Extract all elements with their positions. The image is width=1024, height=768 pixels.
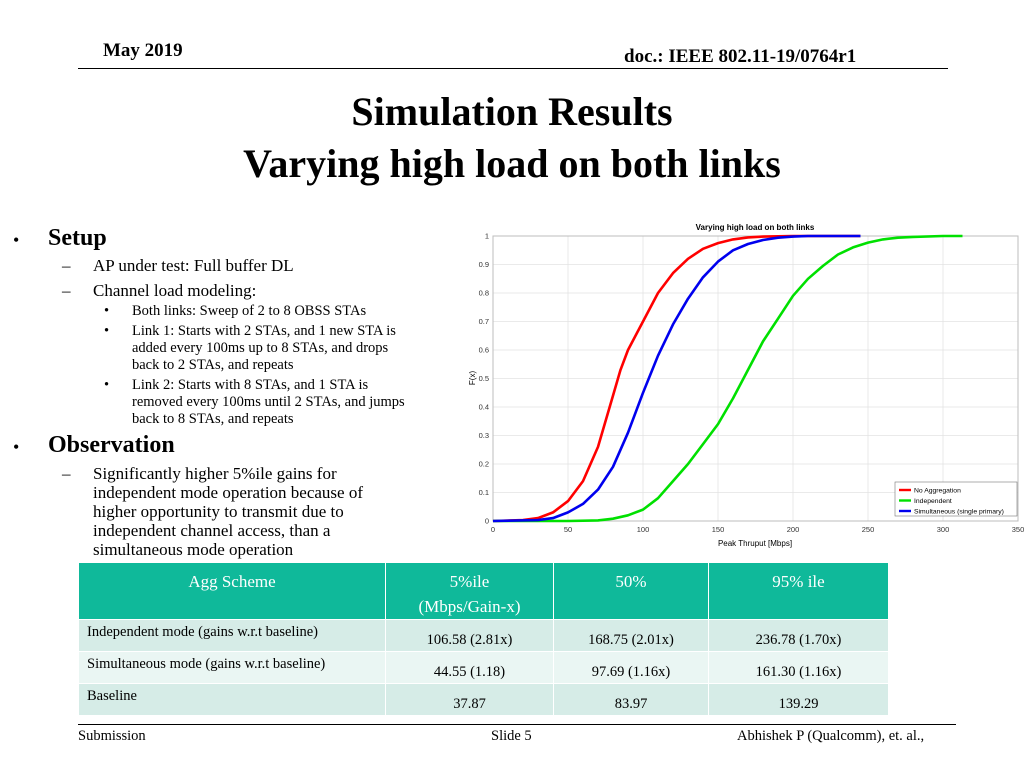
footer-slide-number: Slide 5 bbox=[491, 728, 532, 744]
results-table: Agg Scheme 5%ile (Mbps/Gain-x) 50% 95% il… bbox=[78, 562, 889, 716]
x-tick-label: 200 bbox=[787, 525, 800, 534]
setup-heading: Setup bbox=[48, 225, 107, 251]
sub-bullet-dot: • bbox=[104, 377, 110, 393]
series-line-3 bbox=[492, 234, 861, 523]
table-header-cell: 50% bbox=[553, 562, 709, 620]
y-tick-label: 0.1 bbox=[479, 488, 489, 497]
observation-heading: Observation bbox=[48, 432, 175, 458]
y-tick-label: 1 bbox=[485, 232, 489, 241]
header-date: May 2019 bbox=[103, 40, 183, 61]
y-tick-label: 0.6 bbox=[479, 346, 489, 355]
dash-bullet: – bbox=[62, 256, 71, 275]
y-tick-label: 0.9 bbox=[479, 260, 489, 269]
sub-bullet-dot: • bbox=[104, 323, 110, 339]
table-cell: 83.97 bbox=[553, 683, 709, 716]
chart-grid bbox=[492, 235, 1019, 522]
header-doc-id: doc.: IEEE 802.11-19/0764r1 bbox=[624, 46, 857, 67]
footer-divider bbox=[78, 724, 956, 725]
chart-legend: No Aggregation Independent Simultaneous (s… bbox=[894, 481, 1018, 517]
y-tick-label: 0.4 bbox=[479, 403, 489, 412]
table-cell: 97.69 (1.16x) bbox=[553, 651, 709, 684]
observation-line: Significantly higher 5%ile gains for bbox=[93, 464, 337, 483]
x-tick-label: 100 bbox=[637, 525, 650, 534]
table-header-cell: 95% ile bbox=[708, 562, 889, 620]
table-row: Simultaneous mode (gains w.r.t baseline)… bbox=[78, 651, 889, 684]
table-cell: Simultaneous mode (gains w.r.t baseline) bbox=[78, 651, 386, 684]
header-divider bbox=[78, 68, 948, 69]
setup-subitem-line: back to 2 STAs, and repeats bbox=[132, 357, 294, 373]
setup-item: Channel load modeling: bbox=[93, 281, 257, 300]
setup-subitem-line: Link 1: Starts with 2 STAs, and 1 new ST… bbox=[132, 323, 396, 339]
footer-submission: Submission bbox=[78, 728, 146, 744]
x-tick-label: 300 bbox=[937, 525, 950, 534]
table-header-cell: 5%ile (Mbps/Gain-x) bbox=[385, 562, 554, 620]
setup-subitem-line: added every 100ms up to 8 STAs, and drop… bbox=[132, 340, 389, 356]
x-axis-label: Peak Thruput [Mbps] bbox=[718, 539, 792, 548]
x-tick-label: 350 bbox=[1012, 525, 1024, 534]
table-cell: Baseline bbox=[78, 683, 386, 716]
table-cell: 139.29 bbox=[708, 683, 889, 716]
table-cell: 161.30 (1.16x) bbox=[708, 651, 889, 684]
y-tick-label: 0.3 bbox=[479, 431, 489, 440]
chart-title: Varying high load on both links bbox=[696, 223, 815, 232]
series-line-2 bbox=[493, 234, 963, 523]
observation-line: independent channel access, than a bbox=[93, 521, 331, 540]
y-tick-label: 0.7 bbox=[479, 317, 489, 326]
chart-ticks: 0 50 100 150 200 250 300 350 0 0.1 0.2 0.3 0.4 0.5 0.6… bbox=[479, 232, 1024, 535]
observation-line: higher opportunity to transmit due to bbox=[93, 502, 344, 521]
y-axis-label: F(x) bbox=[468, 371, 477, 386]
dash-bullet: – bbox=[62, 281, 71, 300]
x-tick-label: 0 bbox=[491, 525, 495, 534]
bullet-dot: • bbox=[13, 230, 20, 250]
y-tick-label: 0.2 bbox=[479, 460, 489, 469]
setup-subitem-line: back to 8 STAs, and repeats bbox=[132, 411, 294, 427]
y-tick-label: 0.8 bbox=[479, 289, 489, 298]
cdf-chart: 0 50 100 150 200 250 300 350 0 0.1 0.2 0.3 0.4 0.5 0.6… bbox=[468, 223, 1024, 548]
table-row: Independent mode (gains w.r.t baseline) … bbox=[78, 619, 889, 652]
table-cell: 37.87 bbox=[385, 683, 554, 716]
series-line-1 bbox=[492, 234, 861, 523]
legend-box bbox=[894, 481, 1018, 517]
table-cell: Independent mode (gains w.r.t baseline) bbox=[78, 619, 386, 652]
x-tick-label: 150 bbox=[712, 525, 725, 534]
table-row: Baseline 37.87 83.97 139.29 bbox=[78, 683, 889, 716]
dash-bullet: – bbox=[62, 464, 71, 483]
footer-author: Abhishek P (Qualcomm), et. al., bbox=[737, 728, 925, 744]
slide-title: Simulation Results bbox=[351, 89, 673, 134]
chart-series bbox=[492, 234, 963, 523]
table-header-cell: Agg Scheme bbox=[78, 562, 386, 620]
legend-label: Simultaneous (single primary) bbox=[914, 509, 1004, 516]
table-cell: 236.78 (1.70x) bbox=[708, 619, 889, 652]
y-tick-label: 0 bbox=[485, 517, 489, 526]
table-header-row: Agg Scheme 5%ile (Mbps/Gain-x) 50% 95% il… bbox=[78, 562, 889, 620]
x-tick-label: 50 bbox=[564, 525, 572, 534]
table-cell: 44.55 (1.18) bbox=[385, 651, 554, 684]
observation-line: independent mode operation because of bbox=[93, 483, 364, 502]
y-tick-label: 0.5 bbox=[479, 374, 489, 383]
legend-label: Independent bbox=[914, 498, 952, 505]
x-tick-label: 250 bbox=[862, 525, 875, 534]
bullet-dot: • bbox=[13, 437, 20, 457]
table-cell: 106.58 (2.81x) bbox=[385, 619, 554, 652]
table-cell: 168.75 (2.01x) bbox=[553, 619, 709, 652]
setup-subitem-line: removed every 100ms until 2 STAs, and ju… bbox=[132, 394, 405, 410]
legend-label: No Aggregation bbox=[914, 488, 961, 495]
observation-line: simultaneous mode operation bbox=[93, 540, 294, 559]
setup-item: AP under test: Full buffer DL bbox=[93, 256, 294, 275]
slide-subtitle: Varying high load on both links bbox=[243, 141, 781, 186]
sub-bullet-dot: • bbox=[104, 303, 110, 319]
setup-subitem-line: Both links: Sweep of 2 to 8 OBSS STAs bbox=[132, 303, 367, 319]
setup-subitem-line: Link 2: Starts with 8 STAs, and 1 STA is bbox=[132, 377, 369, 393]
